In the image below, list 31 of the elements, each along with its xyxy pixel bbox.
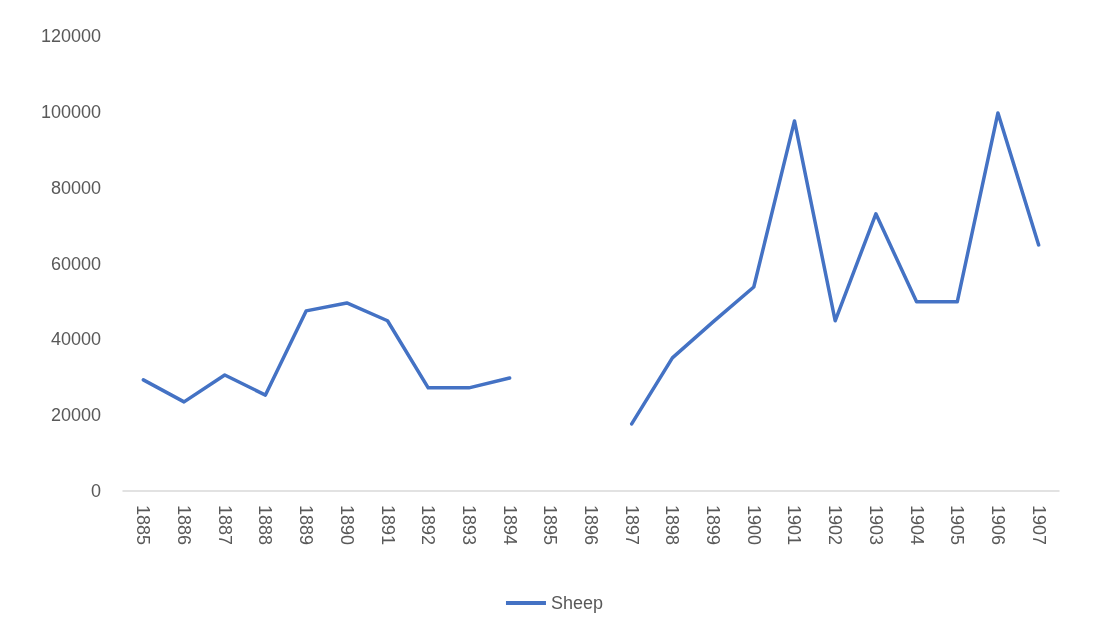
x-tick-label: 1899 (703, 505, 724, 546)
x-tick-label: 1895 (540, 505, 561, 546)
x-tick-label: 1887 (214, 505, 235, 546)
x-tick-label: 1892 (418, 505, 439, 546)
y-tick-label: 20000 (50, 405, 101, 426)
x-tick-label: 1889 (296, 505, 317, 546)
y-tick-label: 100000 (40, 101, 101, 122)
x-tick-label: 1888 (255, 505, 276, 546)
x-tick-label: 1903 (865, 505, 886, 546)
x-tick-label: 1900 (743, 505, 764, 546)
x-tick-label: 1885 (133, 505, 154, 546)
y-tick-label: 40000 (50, 329, 101, 350)
legend-label: Sheep (550, 593, 604, 613)
x-tick-label: 1898 (662, 505, 683, 546)
y-tick-label: 60000 (50, 253, 101, 274)
x-tick-label: 1905 (947, 505, 968, 546)
x-tick-label: 1906 (987, 505, 1008, 546)
x-tick-label: 1907 (1028, 505, 1049, 546)
x-tick-label: 1886 (174, 505, 195, 546)
x-tick-label: 1901 (784, 505, 805, 546)
x-tick-label: 1904 (906, 505, 927, 546)
x-tick-label: 1894 (499, 505, 520, 546)
x-tick-label: 1890 (336, 505, 357, 546)
x-tick-label: 1897 (621, 505, 642, 546)
y-tick-label: 0 (90, 481, 101, 501)
y-tick-label: 80000 (50, 177, 101, 198)
x-tick-label: 1896 (581, 505, 601, 546)
x-tick-label: 1902 (825, 505, 846, 546)
x-tick-label: 1891 (377, 505, 398, 546)
x-tick-label: 1893 (458, 505, 479, 546)
y-tick-label: 120000 (40, 26, 101, 46)
